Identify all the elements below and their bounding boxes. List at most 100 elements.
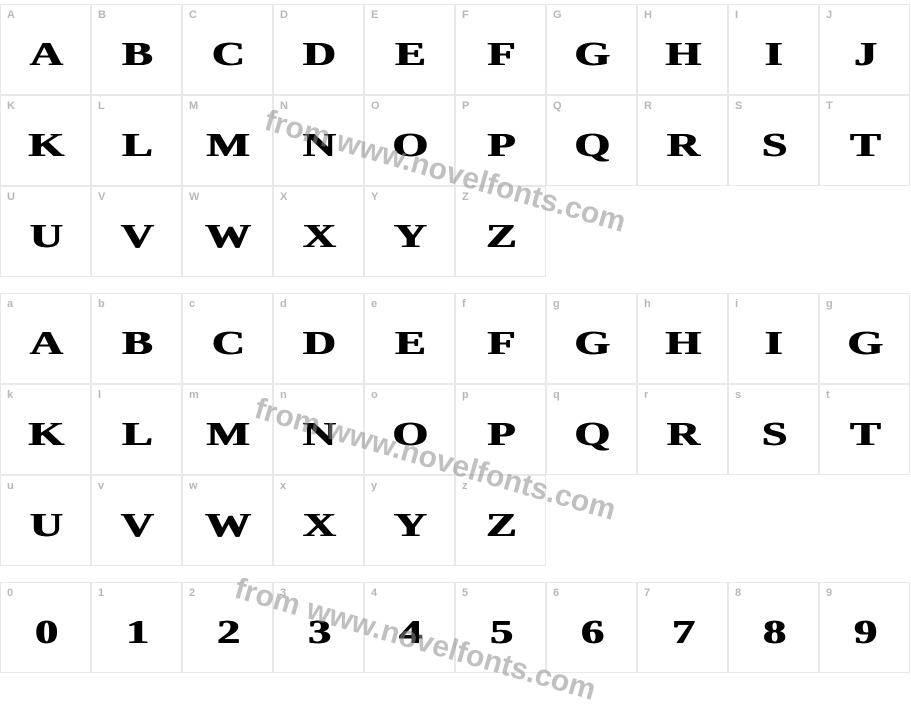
cell-glyph: Y [394, 507, 426, 545]
cell-glyph: E [395, 325, 424, 363]
cell-key: 9 [826, 587, 832, 599]
cell-key: y [371, 480, 377, 492]
glyph-cell: gG [546, 293, 637, 384]
glyph-cell: 11 [91, 582, 182, 673]
cell-glyph: X [303, 507, 335, 545]
cell-glyph: N [303, 127, 335, 165]
cell-glyph: E [395, 36, 424, 74]
cell-key: l [98, 389, 101, 401]
glyph-cell: RR [637, 95, 728, 186]
cell-glyph: C [212, 325, 244, 363]
empty-cell [728, 475, 819, 566]
cell-key: 8 [735, 587, 741, 599]
glyph-cell: lL [91, 384, 182, 475]
glyph-cell: XX [273, 186, 364, 277]
cell-key: A [7, 9, 15, 21]
glyph-cell: 44 [364, 582, 455, 673]
empty-cell [728, 186, 819, 277]
glyph-cell: MM [182, 95, 273, 186]
cell-glyph: G [574, 36, 608, 74]
cell-glyph: 7 [672, 614, 694, 652]
cell-glyph: K [28, 127, 62, 165]
glyph-cell: qQ [546, 384, 637, 475]
cell-key: T [826, 100, 833, 112]
cell-key: C [189, 9, 197, 21]
cell-glyph: F [487, 325, 514, 363]
cell-key: Y [371, 191, 378, 203]
cell-glyph: P [487, 416, 514, 454]
cell-key: n [280, 389, 287, 401]
cell-glyph: R [667, 416, 699, 454]
cell-key: 7 [644, 587, 650, 599]
glyph-cell: tT [819, 384, 910, 475]
cell-glyph: M [207, 416, 249, 454]
glyph-cell: bB [91, 293, 182, 384]
glyph-cell: vV [91, 475, 182, 566]
section-uppercase: AABBCCDDEEFFGGHHIIJJKKLLMMNNOOPPQQRRSSTT… [0, 4, 911, 277]
cell-key: J [826, 9, 832, 21]
cell-glyph: H [665, 325, 699, 363]
cell-glyph: H [665, 36, 699, 74]
glyph-cell: DD [273, 4, 364, 95]
glyph-cell: fF [455, 293, 546, 384]
cell-key: S [735, 100, 742, 112]
cell-glyph: 9 [854, 614, 876, 652]
glyph-grid: AABBCCDDEEFFGGHHIIJJKKLLMMNNOOPPQQRRSSTT… [0, 4, 911, 673]
cell-key: g [826, 298, 833, 310]
cell-key: 5 [462, 587, 468, 599]
glyph-cell: EE [364, 4, 455, 95]
cell-glyph: 6 [581, 614, 603, 652]
glyph-cell: 22 [182, 582, 273, 673]
glyph-cell: KK [0, 95, 91, 186]
cell-key: D [280, 9, 288, 21]
cell-glyph: N [303, 416, 335, 454]
empty-cell [819, 475, 910, 566]
cell-glyph: 1 [126, 614, 148, 652]
glyph-cell: GG [546, 4, 637, 95]
cell-glyph: 5 [490, 614, 512, 652]
cell-glyph: L [122, 127, 151, 165]
cell-key: h [644, 298, 651, 310]
empty-cell [637, 186, 728, 277]
cell-glyph: V [121, 218, 153, 256]
cell-key: 6 [553, 587, 559, 599]
empty-cell [546, 475, 637, 566]
cell-key: 3 [280, 587, 286, 599]
cell-glyph: 4 [399, 614, 421, 652]
glyph-cell: hH [637, 293, 728, 384]
cell-glyph: A [30, 325, 62, 363]
cell-key: r [644, 389, 648, 401]
glyph-cell: SS [728, 95, 819, 186]
section-spacer [0, 277, 911, 289]
cell-key: 2 [189, 587, 195, 599]
cell-key: F [462, 9, 469, 21]
cell-key: H [644, 9, 652, 21]
cell-key: Z [462, 191, 469, 203]
cell-glyph: B [122, 325, 151, 363]
glyph-cell: HH [637, 4, 728, 95]
cell-key: E [371, 9, 378, 21]
glyph-cell: JJ [819, 4, 910, 95]
glyph-cell: TT [819, 95, 910, 186]
glyph-cell: kK [0, 384, 91, 475]
cell-key: b [98, 298, 105, 310]
glyph-cell: aA [0, 293, 91, 384]
cell-glyph: O [392, 416, 426, 454]
cell-glyph: S [761, 127, 785, 165]
cell-key: K [7, 100, 15, 112]
glyph-cell: BB [91, 4, 182, 95]
cell-key: Q [553, 100, 562, 112]
glyph-cell: OO [364, 95, 455, 186]
glyph-cell: sS [728, 384, 819, 475]
cell-key: 0 [7, 587, 13, 599]
glyph-cell: LL [91, 95, 182, 186]
cell-key: v [98, 480, 104, 492]
cell-glyph: D [303, 325, 335, 363]
glyph-cell: xX [273, 475, 364, 566]
cell-glyph: Y [394, 218, 426, 256]
cell-glyph: Z [486, 507, 515, 545]
cell-key: R [644, 100, 652, 112]
glyph-cell: nN [273, 384, 364, 475]
glyph-cell: cC [182, 293, 273, 384]
cell-glyph: Z [486, 218, 515, 256]
